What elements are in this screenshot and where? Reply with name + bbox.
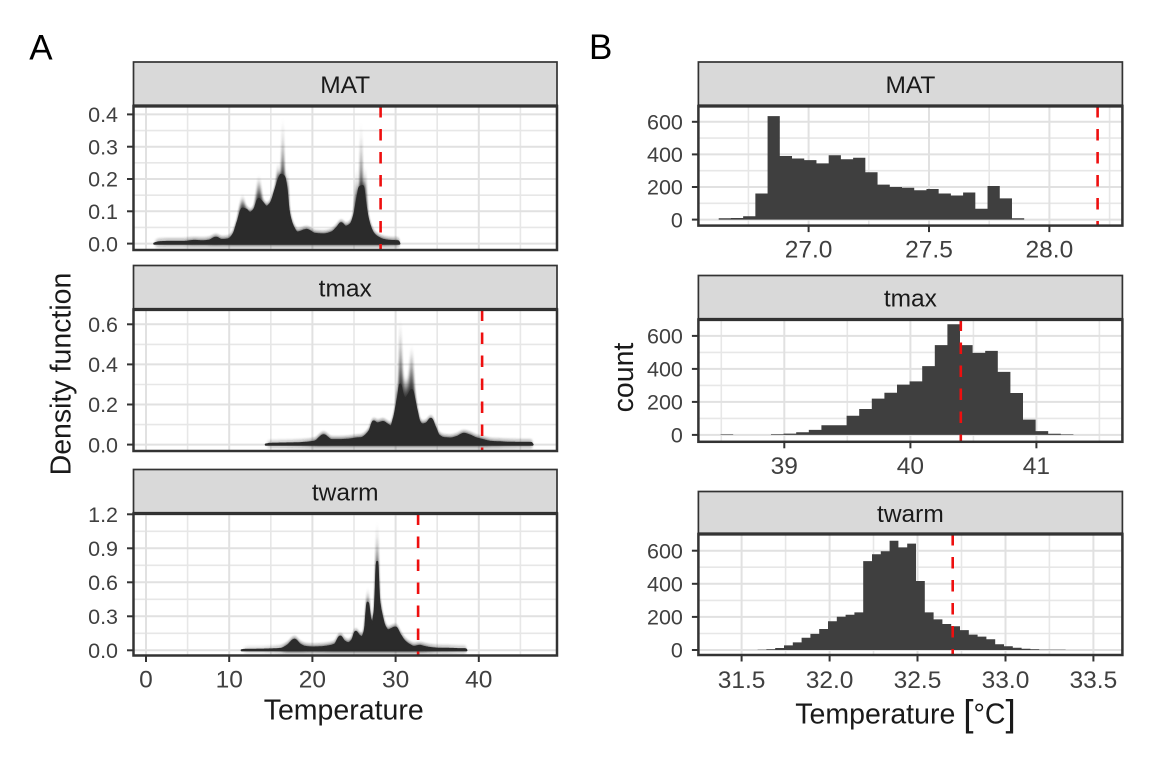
svg-text:0.1: 0.1 (88, 200, 118, 224)
svg-text:Temperature [°C]: Temperature [°C] (795, 693, 1015, 734)
svg-text:600: 600 (647, 111, 683, 135)
svg-text:20: 20 (299, 667, 326, 694)
svg-text:A: A (29, 28, 53, 67)
svg-text:0: 0 (671, 424, 683, 448)
svg-text:400: 400 (647, 143, 683, 167)
svg-text:200: 200 (647, 391, 683, 415)
svg-text:Density function: Density function (45, 273, 77, 476)
svg-text:B: B (589, 28, 612, 67)
svg-text:0.4: 0.4 (88, 353, 118, 377)
svg-text:600: 600 (647, 325, 683, 349)
svg-text:0.4: 0.4 (88, 103, 118, 127)
svg-text:400: 400 (647, 358, 683, 382)
svg-text:41: 41 (1023, 453, 1050, 480)
svg-text:27.5: 27.5 (905, 237, 953, 264)
svg-text:39: 39 (771, 453, 798, 480)
svg-text:1.2: 1.2 (88, 503, 118, 527)
svg-text:30: 30 (382, 667, 409, 694)
svg-text:40: 40 (465, 667, 492, 694)
svg-text:0: 0 (139, 667, 153, 694)
svg-text:0.0: 0.0 (88, 232, 118, 256)
svg-text:MAT: MAT (885, 72, 935, 99)
svg-text:0.0: 0.0 (88, 433, 118, 457)
svg-text:10: 10 (216, 667, 243, 694)
svg-text:200: 200 (647, 176, 683, 200)
svg-text:27.0: 27.0 (785, 237, 833, 264)
svg-text:0.9: 0.9 (88, 537, 118, 561)
svg-text:MAT: MAT (320, 72, 370, 99)
svg-text:0.6: 0.6 (88, 571, 118, 595)
svg-text:0.2: 0.2 (88, 168, 118, 192)
svg-text:count: count (608, 343, 640, 413)
svg-text:0.3: 0.3 (88, 605, 118, 629)
svg-text:0.6: 0.6 (88, 313, 118, 337)
svg-text:400: 400 (647, 573, 683, 597)
svg-text:tmax: tmax (884, 286, 937, 313)
svg-text:0.0: 0.0 (88, 639, 118, 663)
svg-text:0.2: 0.2 (88, 393, 118, 417)
svg-text:Temperature: Temperature (264, 695, 424, 727)
svg-text:0.3: 0.3 (88, 135, 118, 159)
svg-text:28.0: 28.0 (1026, 237, 1074, 264)
svg-text:31.5: 31.5 (718, 667, 766, 694)
svg-text:40: 40 (897, 453, 924, 480)
svg-text:tmax: tmax (319, 276, 372, 303)
svg-text:0: 0 (671, 208, 683, 232)
svg-text:600: 600 (647, 539, 683, 563)
svg-text:twarm: twarm (312, 480, 379, 507)
svg-text:32.5: 32.5 (894, 667, 942, 694)
svg-text:0: 0 (671, 639, 683, 663)
svg-text:twarm: twarm (877, 501, 944, 528)
svg-text:33.5: 33.5 (1070, 667, 1118, 694)
svg-text:33.0: 33.0 (982, 667, 1030, 694)
svg-text:200: 200 (647, 606, 683, 630)
svg-text:32.0: 32.0 (806, 667, 854, 694)
